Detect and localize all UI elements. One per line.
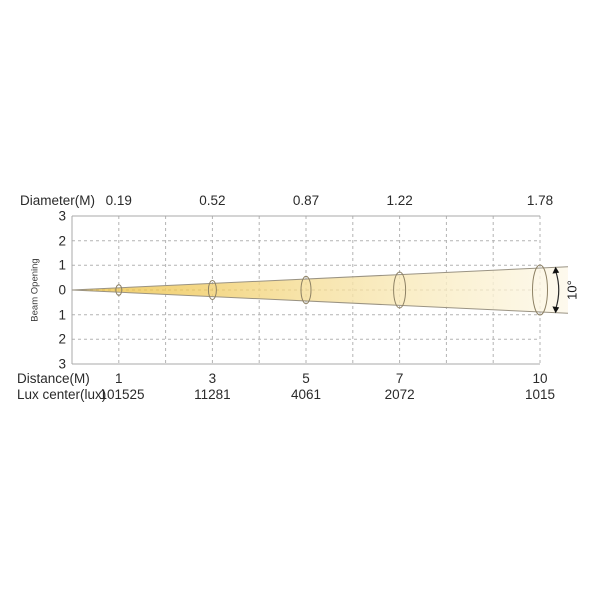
y-tick: 2 bbox=[58, 233, 66, 249]
y-tick: 1 bbox=[58, 307, 66, 323]
lux-value: 1015 bbox=[524, 387, 556, 402]
distance-row-label: Distance(M) bbox=[17, 371, 90, 386]
beam-edge-lines bbox=[71, 266, 569, 314]
distance-value: 7 bbox=[395, 371, 404, 386]
diameter-value: 0.52 bbox=[199, 193, 226, 208]
diameter-row-label: Diameter(M) bbox=[20, 193, 96, 208]
diameter-value: 0.19 bbox=[105, 193, 132, 208]
y-tick: 2 bbox=[58, 331, 66, 347]
lux-value: 2072 bbox=[384, 387, 415, 402]
y-tick: 3 bbox=[58, 356, 66, 372]
beam-angle-arrow bbox=[552, 266, 560, 314]
cross-section-10m-ellipse bbox=[532, 264, 548, 316]
beam-cross-section-ellipses bbox=[115, 264, 548, 316]
y-tick: 3 bbox=[58, 208, 66, 224]
cross-section-7m-ellipse bbox=[393, 271, 407, 309]
lux-value: 101525 bbox=[99, 387, 145, 402]
lux-row-label: Lux center(lux) bbox=[17, 387, 107, 402]
diameter-value: 0.87 bbox=[292, 193, 320, 208]
beam-angle-label: 10° bbox=[564, 280, 580, 300]
distance-value: 5 bbox=[302, 371, 310, 386]
y-axis-label: Beam Opening bbox=[29, 258, 41, 322]
diameter-value: 1.78 bbox=[526, 193, 554, 208]
diameter-value: 1.22 bbox=[386, 193, 413, 208]
distance-value: 1 bbox=[115, 371, 123, 386]
beam-cone bbox=[72, 266, 568, 314]
cross-section-3m-ellipse bbox=[207, 280, 217, 300]
cross-section-1m-ellipse bbox=[115, 284, 123, 296]
lux-value: 4061 bbox=[290, 387, 322, 402]
distance-value: 3 bbox=[208, 371, 217, 386]
distance-value: 10 bbox=[532, 371, 548, 386]
y-tick: 1 bbox=[58, 257, 66, 273]
y-tick: 0 bbox=[58, 282, 66, 298]
lux-value: 11281 bbox=[194, 387, 231, 402]
cross-section-5m-ellipse bbox=[300, 275, 312, 305]
